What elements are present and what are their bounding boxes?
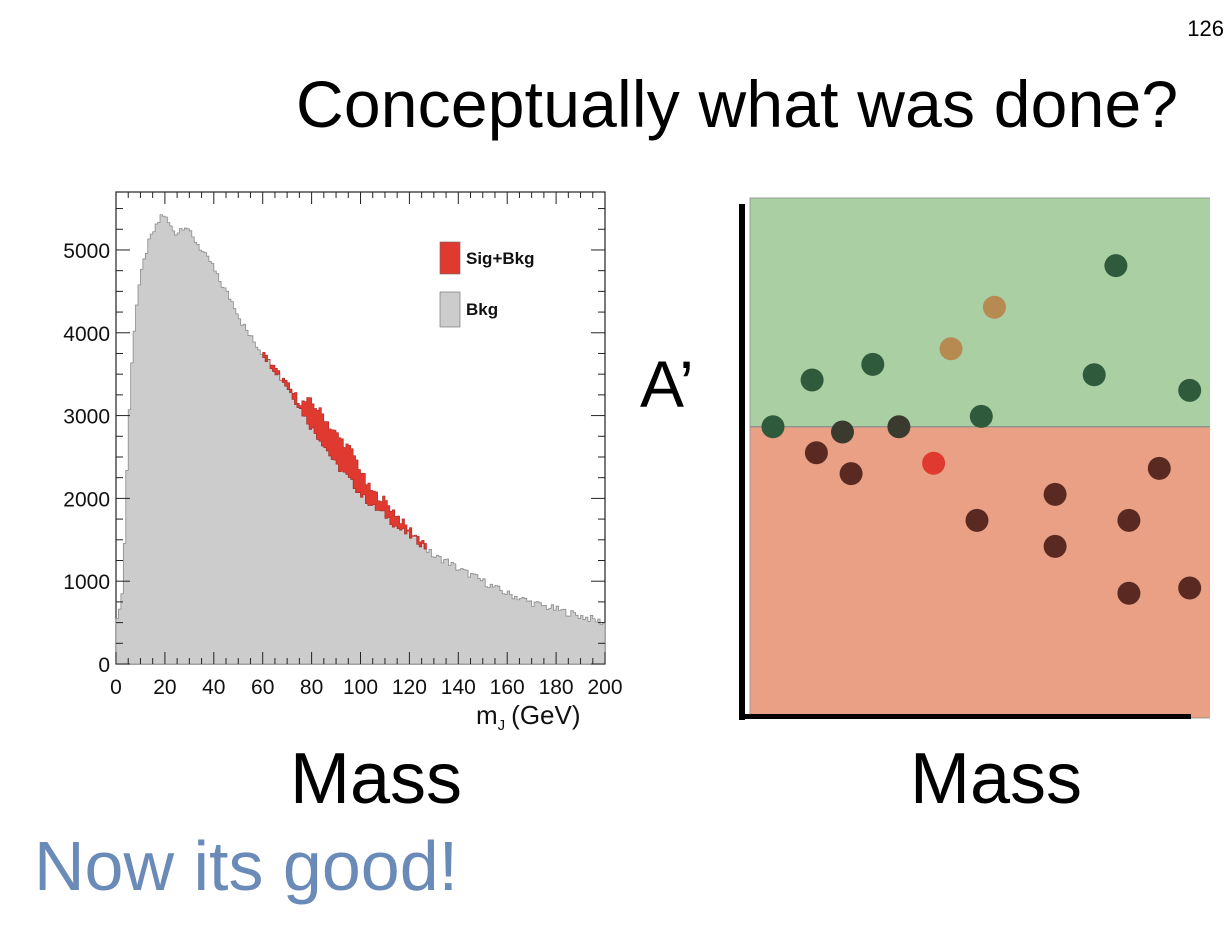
scatter-point <box>831 420 854 444</box>
histogram-mass-label: Mass <box>290 739 463 819</box>
sig-plus-bkg-histogram-area <box>262 351 427 550</box>
lower-region <box>749 426 1210 719</box>
scatter-point <box>761 415 785 439</box>
scatter-point <box>800 368 824 392</box>
x-axis-line <box>739 714 1191 719</box>
histogram-legend: Sig+Bkg Bkg <box>439 241 535 328</box>
scatter-point <box>982 295 1006 319</box>
svg-text:mJ(GeV): mJ (GeV) <box>476 700 581 734</box>
legend-bkg-swatch <box>439 291 461 328</box>
scatter-point <box>1043 482 1067 506</box>
scatter-plot <box>739 197 1210 720</box>
scatter-point <box>939 337 963 361</box>
y-axis-label-aprime: A’ <box>640 347 694 421</box>
x-tick-label: 180 <box>539 676 574 699</box>
y-tick-label: 1000 <box>63 571 110 594</box>
page-number: 126 <box>1187 16 1224 41</box>
y-axis-line <box>739 204 745 720</box>
x-axis-title-m: m <box>476 700 498 730</box>
scatter-point <box>969 404 993 428</box>
legend-sig-bkg-label: Sig+Bkg <box>466 249 535 268</box>
scatter-point <box>1043 534 1067 558</box>
remark-text: Now its good! <box>34 827 459 905</box>
x-axis-title-unit: (GeV) <box>511 700 580 730</box>
scatter-points <box>761 254 1202 605</box>
scatter-point <box>861 352 885 376</box>
y-tick-label: 3000 <box>63 406 110 429</box>
scatter-point <box>1117 581 1141 605</box>
x-tick-label: 140 <box>441 676 476 699</box>
x-tick-label: 20 <box>153 676 176 699</box>
x-tick-label: 80 <box>300 676 323 699</box>
x-tick-label: 200 <box>587 676 622 699</box>
scatter-point <box>804 441 828 465</box>
scatter-point <box>1147 456 1171 480</box>
x-tick-label: 60 <box>251 676 274 699</box>
scatter-point <box>1178 576 1202 600</box>
y-tick-labels: 0 1000 2000 3000 4000 5000 <box>63 240 110 677</box>
x-tick-label: 100 <box>343 676 378 699</box>
legend-bkg-label: Bkg <box>466 300 498 319</box>
slide-title: Conceptually what was done? <box>296 67 1179 141</box>
scatter-point <box>887 415 911 439</box>
scatter-point <box>1082 363 1106 387</box>
upper-region <box>749 197 1210 428</box>
scatter-point <box>1117 508 1141 532</box>
x-tick-label: 40 <box>202 676 225 699</box>
x-axis-title: mJ (GeV) <box>476 700 581 734</box>
y-tick-label: 5000 <box>63 240 110 263</box>
scatter-point <box>1178 378 1202 402</box>
x-axis-title-subscript: J <box>498 717 506 734</box>
y-tick-label: 4000 <box>63 323 110 346</box>
scatter-point <box>839 462 863 486</box>
histogram-plot-area: 0 20 40 60 80 100 120 140 160 180 200 0 1000 2000 300… <box>63 191 623 699</box>
scatter-point <box>1104 254 1128 278</box>
y-tick-label: 0 <box>98 654 110 677</box>
mass-histogram-chart: 0 20 40 60 80 100 120 140 160 180 200 0 1000 2000 300… <box>63 191 623 734</box>
scatter-mass-label: Mass <box>910 739 1083 819</box>
scatter-point <box>922 451 946 475</box>
scatter-point <box>965 508 989 532</box>
x-tick-labels: 0 20 40 60 80 100 120 140 160 180 200 <box>110 676 622 699</box>
bkg-histogram-area <box>115 214 606 665</box>
histogram-ticks <box>115 192 606 665</box>
y-tick-label: 2000 <box>63 488 110 511</box>
x-tick-label: 120 <box>392 676 427 699</box>
legend-sig-bkg-swatch <box>439 241 461 275</box>
x-tick-label: 0 <box>110 676 122 699</box>
x-tick-label: 160 <box>490 676 525 699</box>
